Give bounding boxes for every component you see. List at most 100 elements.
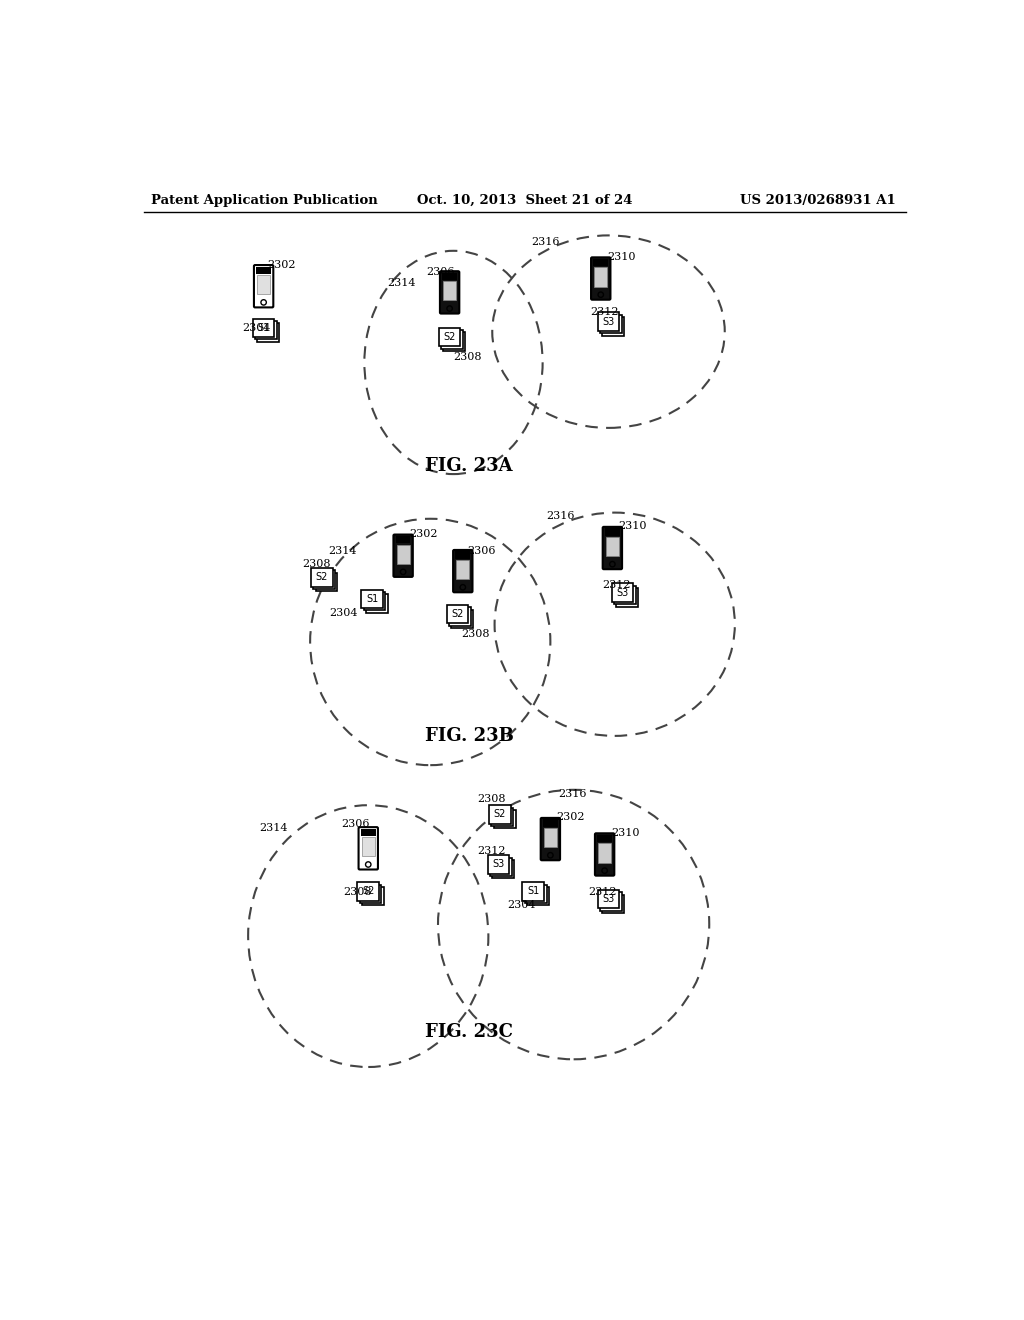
Text: 2308: 2308 bbox=[302, 560, 331, 569]
Bar bbox=[494, 810, 515, 829]
Text: 2306: 2306 bbox=[426, 268, 455, 277]
Bar bbox=[602, 895, 624, 913]
Bar bbox=[602, 317, 624, 335]
FancyBboxPatch shape bbox=[358, 828, 378, 870]
Bar bbox=[441, 330, 463, 348]
Bar bbox=[593, 259, 608, 267]
Bar bbox=[457, 560, 469, 579]
Text: 2310: 2310 bbox=[611, 828, 639, 838]
Text: S3: S3 bbox=[602, 317, 614, 326]
Text: 2316: 2316 bbox=[547, 511, 575, 520]
Text: 2310: 2310 bbox=[607, 252, 636, 261]
Bar bbox=[311, 568, 333, 586]
Bar bbox=[605, 528, 620, 536]
Text: 2302: 2302 bbox=[267, 260, 296, 269]
Bar bbox=[492, 808, 513, 826]
Bar bbox=[360, 829, 376, 836]
Bar bbox=[315, 573, 337, 591]
Text: 2304: 2304 bbox=[330, 607, 358, 618]
Text: S3: S3 bbox=[616, 587, 629, 598]
Circle shape bbox=[602, 869, 607, 874]
Text: FIG. 23A: FIG. 23A bbox=[425, 458, 513, 475]
Bar bbox=[598, 890, 620, 908]
Text: 2314: 2314 bbox=[388, 279, 416, 288]
Bar bbox=[597, 834, 612, 842]
Bar bbox=[257, 323, 280, 342]
Text: 2310: 2310 bbox=[617, 521, 646, 532]
Bar bbox=[395, 536, 411, 544]
Bar bbox=[361, 837, 375, 857]
Circle shape bbox=[446, 306, 453, 312]
Text: 2314: 2314 bbox=[328, 546, 356, 556]
Text: Oct. 10, 2013  Sheet 21 of 24: Oct. 10, 2013 Sheet 21 of 24 bbox=[417, 194, 633, 207]
Bar bbox=[257, 275, 270, 294]
Text: S1: S1 bbox=[527, 887, 540, 896]
Bar bbox=[442, 273, 457, 280]
Bar bbox=[256, 267, 271, 273]
Bar bbox=[493, 859, 514, 878]
Text: 2314: 2314 bbox=[260, 824, 288, 833]
Circle shape bbox=[400, 569, 406, 574]
Text: Patent Application Publication: Patent Application Publication bbox=[152, 194, 378, 207]
FancyBboxPatch shape bbox=[603, 527, 622, 569]
Bar bbox=[524, 884, 547, 903]
Text: 2308: 2308 bbox=[454, 352, 482, 362]
FancyBboxPatch shape bbox=[254, 265, 273, 308]
Bar bbox=[606, 537, 618, 556]
Text: 2316: 2316 bbox=[558, 789, 587, 800]
FancyBboxPatch shape bbox=[440, 271, 460, 314]
Text: 2312: 2312 bbox=[602, 579, 631, 590]
Text: S2: S2 bbox=[443, 333, 456, 342]
Text: 2304: 2304 bbox=[243, 323, 271, 333]
Text: S1: S1 bbox=[257, 323, 269, 333]
Bar bbox=[357, 882, 379, 900]
Text: 2308: 2308 bbox=[343, 887, 372, 898]
Bar bbox=[438, 327, 461, 346]
Bar bbox=[611, 583, 633, 602]
Bar bbox=[600, 892, 622, 911]
Bar bbox=[543, 820, 558, 826]
Text: 2312: 2312 bbox=[477, 846, 505, 857]
Bar bbox=[489, 858, 512, 876]
Bar bbox=[600, 314, 622, 333]
Text: 2304: 2304 bbox=[508, 900, 537, 911]
Bar bbox=[522, 882, 544, 900]
Bar bbox=[598, 313, 620, 331]
Bar bbox=[594, 268, 607, 286]
Circle shape bbox=[261, 300, 266, 305]
Bar bbox=[443, 333, 465, 351]
Text: S3: S3 bbox=[602, 894, 614, 904]
Bar bbox=[544, 828, 557, 847]
Bar bbox=[396, 545, 410, 564]
FancyBboxPatch shape bbox=[541, 818, 560, 861]
Text: FIG. 23C: FIG. 23C bbox=[425, 1023, 513, 1041]
Circle shape bbox=[548, 853, 553, 858]
Text: 2312: 2312 bbox=[589, 887, 616, 898]
Bar bbox=[598, 843, 611, 862]
Text: 2302: 2302 bbox=[557, 812, 585, 822]
Bar bbox=[443, 281, 457, 301]
Circle shape bbox=[366, 862, 371, 867]
Bar bbox=[489, 805, 511, 824]
FancyBboxPatch shape bbox=[591, 257, 610, 300]
Bar bbox=[361, 590, 383, 609]
Bar bbox=[527, 887, 549, 906]
FancyBboxPatch shape bbox=[393, 535, 413, 577]
Bar bbox=[487, 855, 509, 874]
Bar bbox=[449, 607, 471, 626]
Circle shape bbox=[598, 292, 603, 297]
Text: 2316: 2316 bbox=[531, 236, 559, 247]
Bar bbox=[366, 594, 388, 612]
Text: US 2013/0268931 A1: US 2013/0268931 A1 bbox=[739, 194, 895, 207]
Bar bbox=[614, 586, 636, 605]
Bar bbox=[255, 321, 276, 339]
Text: 2308: 2308 bbox=[477, 795, 505, 804]
Bar bbox=[446, 605, 468, 623]
Bar bbox=[362, 887, 384, 906]
Circle shape bbox=[609, 561, 615, 566]
Text: S2: S2 bbox=[452, 610, 464, 619]
Text: S2: S2 bbox=[362, 887, 375, 896]
Text: 2312: 2312 bbox=[590, 308, 618, 317]
Text: S2: S2 bbox=[494, 809, 506, 820]
Text: 2302: 2302 bbox=[410, 529, 438, 539]
